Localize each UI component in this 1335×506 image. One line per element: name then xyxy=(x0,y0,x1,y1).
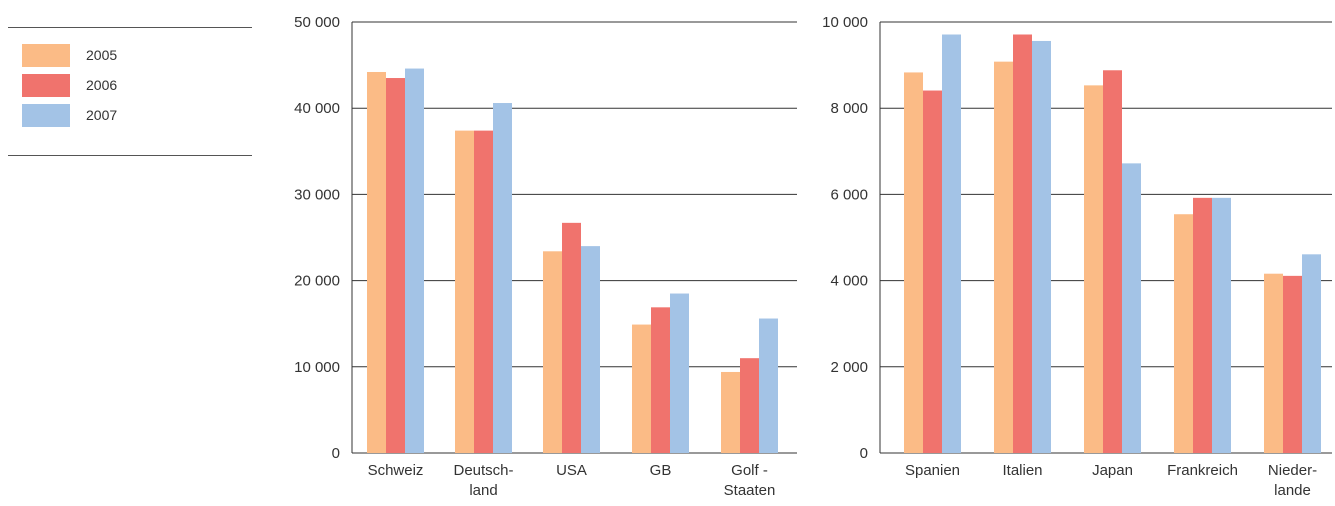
bar-2005 xyxy=(1084,85,1103,454)
bar-chart-left: 0 10 000 20 000 30 000 40 000 50 000 Schweiz De… xyxy=(294,14,797,499)
legend-bottom-rule xyxy=(8,155,252,156)
bar-chart-right: 0 2 000 4 000 6 000 8 000 10 000 Spanien Italie… xyxy=(822,14,1332,499)
bar-2005 xyxy=(543,251,562,453)
legend-item-2005: 2005 xyxy=(22,43,117,67)
y-tick-label: 10 000 xyxy=(822,14,868,31)
bar-2005 xyxy=(994,61,1013,453)
bar-2007 xyxy=(405,68,424,453)
y-tick-label: 20 000 xyxy=(294,273,340,290)
bar-2007 xyxy=(1302,254,1321,453)
bar-2006 xyxy=(1103,70,1122,453)
bar-2006 xyxy=(562,222,581,453)
bar-2007 xyxy=(1212,197,1231,453)
y-tick-label: 8 000 xyxy=(830,100,868,117)
bar-2006 xyxy=(1283,275,1302,453)
legend-swatch-2007 xyxy=(22,103,70,127)
y-tick-label: 2 000 xyxy=(830,359,868,376)
y-tick-label: 6 000 xyxy=(830,186,868,203)
legend-label-2005: 2005 xyxy=(86,47,118,63)
y-tick-label: 0 xyxy=(860,445,868,462)
x-category-label: Japan xyxy=(1092,462,1133,479)
y-tick-label: 50 000 xyxy=(294,14,340,31)
legend-item-2007: 2007 xyxy=(22,103,117,127)
legend-top-rule xyxy=(8,27,252,28)
bar-2006 xyxy=(1013,34,1032,454)
bar-2006 xyxy=(651,307,670,453)
bar-2007 xyxy=(670,293,689,453)
bar-2007 xyxy=(493,103,512,453)
legend-item-2006: 2006 xyxy=(22,73,117,97)
y-tick-label: 30 000 xyxy=(294,186,340,203)
bar-2007 xyxy=(942,34,961,454)
y-tick-label: 0 xyxy=(332,445,340,462)
x-category-label: Golf -Staaten xyxy=(724,462,776,499)
bar-2007 xyxy=(581,246,600,453)
x-category-label: GB xyxy=(650,462,672,479)
bar-2007 xyxy=(1122,163,1141,454)
bar-2005 xyxy=(632,324,651,453)
y-tick-label: 4 000 xyxy=(830,273,868,290)
x-category-label: USA xyxy=(556,462,587,479)
bar-2006 xyxy=(1193,197,1212,453)
bar-2005 xyxy=(455,130,474,453)
bar-2006 xyxy=(474,130,493,453)
bar-2005 xyxy=(904,72,923,453)
bar-2005 xyxy=(721,371,740,453)
bar-2006 xyxy=(923,90,942,454)
x-category-label: Frankreich xyxy=(1167,462,1238,479)
bar-2007 xyxy=(1032,40,1051,454)
y-tick-label: 40 000 xyxy=(294,100,340,117)
legend-label-2006: 2006 xyxy=(86,77,118,93)
legend-swatch-2005 xyxy=(22,43,70,67)
legend: 2005 2006 2007 xyxy=(8,27,252,157)
x-category-label: Schweiz xyxy=(368,462,424,479)
bar-2006 xyxy=(740,358,759,453)
x-category-label: Spanien xyxy=(905,462,960,479)
x-category-label: Nieder-lande xyxy=(1268,462,1317,499)
legend-swatch-2006 xyxy=(22,73,70,97)
bar-2005 xyxy=(367,71,386,453)
bar-2005 xyxy=(1174,214,1193,453)
bar-2007 xyxy=(759,318,778,453)
bar-2005 xyxy=(1264,273,1283,453)
y-tick-label: 10 000 xyxy=(294,359,340,376)
x-category-label: Deutsch-land xyxy=(453,462,513,499)
bar-2006 xyxy=(386,78,405,453)
legend-label-2007: 2007 xyxy=(86,107,118,123)
x-category-label: Italien xyxy=(1002,462,1042,479)
